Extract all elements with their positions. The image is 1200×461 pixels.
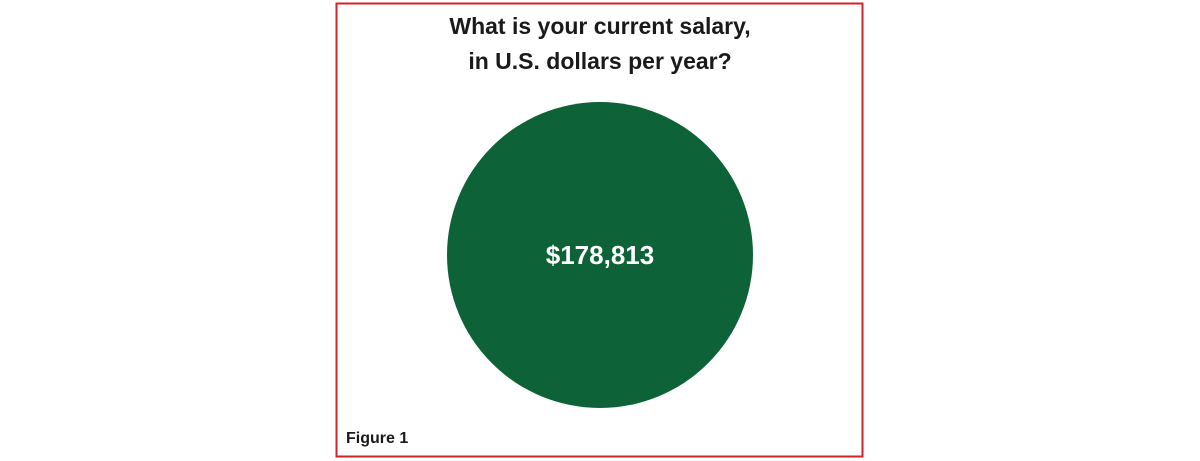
title-line: in U.S. dollars per year? [468,48,731,74]
value-circle [447,102,753,408]
title-line: What is your current salary, [449,13,750,39]
salary-value: $178,813 [546,240,654,270]
figure-label: Figure 1 [346,430,408,447]
